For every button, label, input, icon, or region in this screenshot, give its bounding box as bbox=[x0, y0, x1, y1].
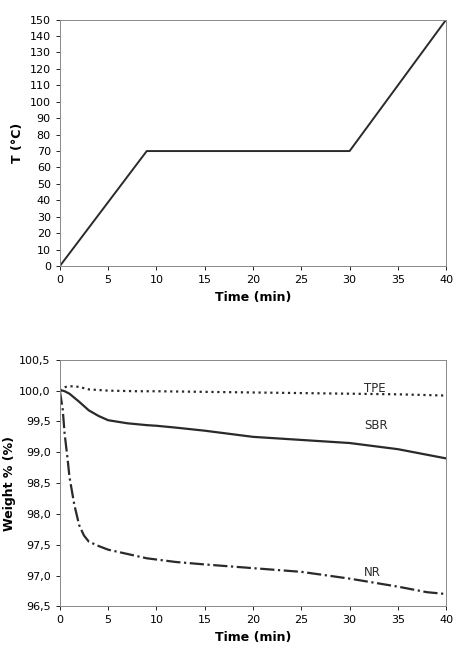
Y-axis label: T (°C): T (°C) bbox=[11, 123, 24, 163]
X-axis label: Time (min): Time (min) bbox=[214, 291, 291, 304]
Text: NR: NR bbox=[364, 566, 380, 579]
Text: SBR: SBR bbox=[364, 419, 387, 432]
Y-axis label: Weight % (%): Weight % (%) bbox=[4, 436, 17, 531]
Text: TPE: TPE bbox=[364, 382, 385, 395]
X-axis label: Time (min): Time (min) bbox=[214, 631, 291, 644]
